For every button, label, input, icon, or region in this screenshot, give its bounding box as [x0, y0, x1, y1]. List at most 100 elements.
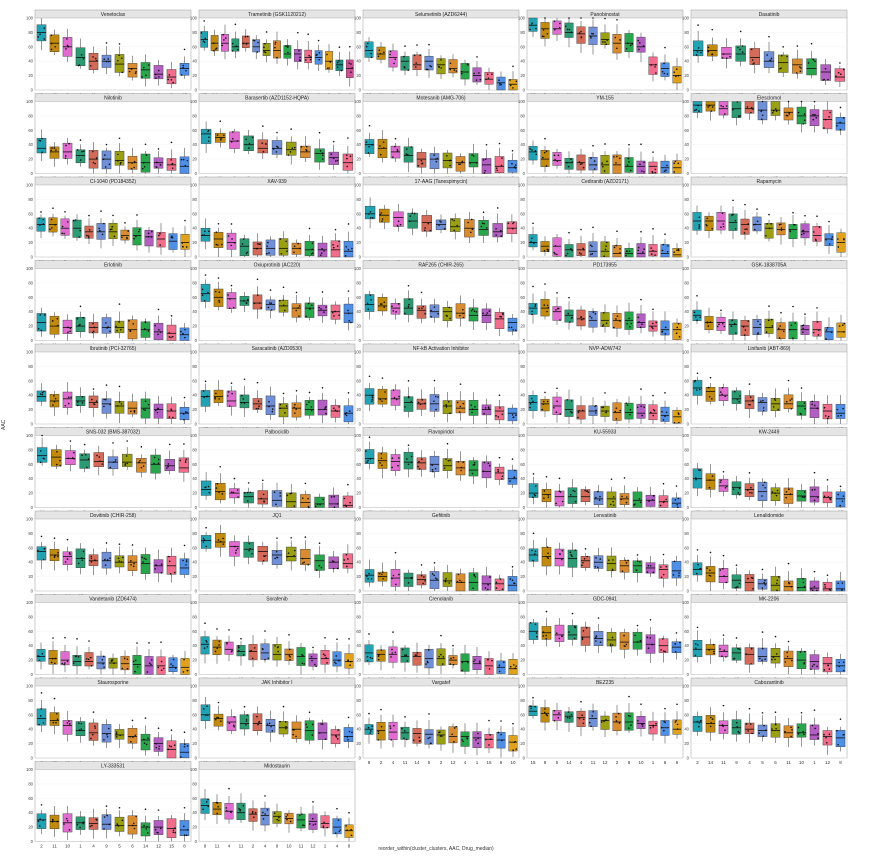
data-point [403, 65, 406, 68]
panel-13: Cediranib (AZD2171)020406080100914152511… [518, 176, 684, 264]
box [421, 215, 432, 232]
data-point [307, 563, 310, 566]
y-tick-label: 40 [356, 142, 361, 147]
data-point [698, 224, 701, 226]
data-point [81, 559, 84, 562]
box [588, 311, 598, 328]
data-point [697, 47, 700, 49]
data-point [75, 655, 78, 658]
box [229, 541, 240, 557]
outlier-point [105, 542, 108, 544]
data-point [219, 139, 222, 141]
data-point [698, 216, 701, 219]
outlier-point [768, 35, 770, 38]
outlier-point [816, 215, 818, 218]
data-point [206, 641, 208, 643]
data-point [160, 563, 163, 566]
y-tick-label: 100 [190, 266, 198, 271]
data-point [275, 550, 278, 553]
outlier-point [368, 124, 371, 127]
data-point [531, 310, 533, 313]
box [412, 651, 422, 666]
data-point [571, 411, 573, 414]
data-point [424, 579, 426, 582]
data-point [310, 655, 313, 658]
data-point [262, 560, 265, 562]
y-tick-label: 100 [190, 16, 198, 21]
data-point [487, 583, 489, 586]
data-point [676, 506, 679, 509]
y-tick-label: 40 [684, 226, 689, 231]
data-point [202, 541, 205, 543]
data-point [203, 396, 205, 399]
data-point [734, 227, 737, 230]
data-point [184, 164, 187, 167]
data-point [475, 162, 478, 164]
box [757, 101, 768, 121]
data-point [459, 579, 461, 582]
data-point [625, 501, 628, 504]
data-point [837, 415, 839, 417]
outlier-point [839, 485, 842, 488]
data-point [677, 497, 680, 500]
data-point [460, 466, 463, 469]
data-point [651, 326, 653, 329]
data-point [249, 491, 252, 494]
data-point [664, 326, 667, 329]
y-tick-label: 20 [28, 491, 33, 496]
box [481, 308, 492, 324]
box [403, 572, 414, 587]
data-point [665, 169, 667, 172]
data-point [594, 565, 597, 568]
data-point [817, 496, 819, 499]
box [672, 160, 682, 174]
data-point [750, 48, 753, 51]
outlier-point [288, 633, 290, 636]
data-point [673, 162, 675, 165]
box [101, 317, 112, 334]
data-point [499, 407, 501, 409]
data-point [349, 660, 352, 663]
data-point [232, 131, 234, 133]
panel-title: Ibrutinib (PCI-32765) [90, 346, 137, 352]
y-tick-label: 40 [520, 142, 525, 147]
panel-title: Vandetanib (ZD6474) [89, 596, 137, 602]
y-tick-label: 20 [356, 240, 361, 245]
data-point [405, 654, 408, 656]
data-point [774, 492, 776, 494]
data-point [336, 159, 339, 162]
box [65, 450, 76, 465]
data-point [499, 315, 501, 318]
y-tick-label: 0 [523, 171, 526, 176]
data-point [381, 218, 384, 220]
box [265, 395, 276, 415]
data-point [87, 235, 90, 237]
data-point [105, 60, 108, 63]
data-point [117, 160, 119, 162]
data-point [440, 653, 442, 656]
data-point [184, 460, 187, 462]
data-point [655, 72, 657, 74]
box [778, 54, 789, 73]
box [809, 401, 820, 418]
data-point [156, 161, 158, 164]
y-tick-label: 60 [684, 462, 689, 467]
box [239, 394, 250, 409]
data-point [410, 455, 413, 458]
data-point [286, 250, 288, 253]
data-point [424, 402, 426, 405]
data-point [371, 143, 373, 146]
data-point [109, 403, 111, 406]
data-point [329, 61, 332, 63]
data-point [311, 659, 313, 662]
box [612, 402, 622, 421]
data-point [130, 68, 133, 70]
data-point [109, 557, 111, 559]
box [127, 63, 138, 78]
data-point [43, 547, 46, 550]
data-point [366, 575, 368, 577]
data-point [812, 331, 815, 334]
data-point [788, 113, 791, 115]
data-point [533, 493, 536, 496]
data-point [43, 27, 46, 30]
